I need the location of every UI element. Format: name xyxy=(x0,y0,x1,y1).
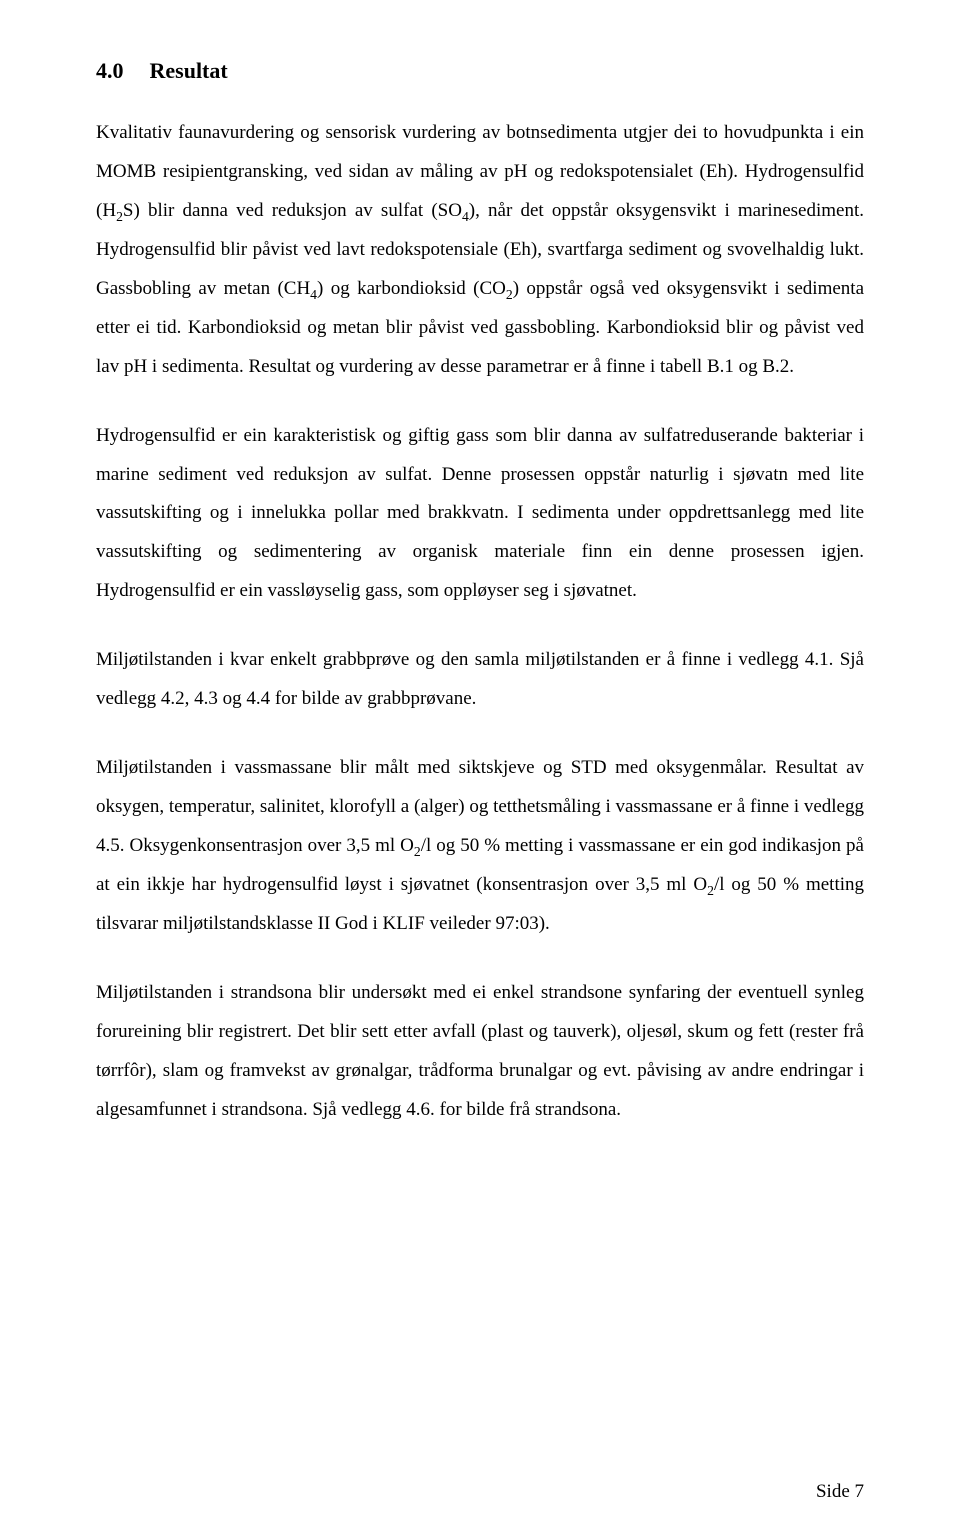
paragraph-5: Miljøtilstanden i strandsona blir unders… xyxy=(96,974,864,1130)
paragraph-3: Miljøtilstanden i kvar enkelt grabbprøve… xyxy=(96,641,864,719)
section-heading: 4.0 Resultat xyxy=(96,58,864,84)
subscript: 4 xyxy=(310,287,317,302)
subscript: 2 xyxy=(707,883,714,898)
section-title: Resultat xyxy=(150,58,228,83)
document-page: 4.0 Resultat Kvalitativ faunavurdering og… xyxy=(0,0,960,1537)
paragraph-2: Hydrogensulfid er ein karakteristisk og … xyxy=(96,417,864,612)
subscript: 4 xyxy=(462,209,469,224)
subscript: 2 xyxy=(506,287,513,302)
text-run: S) blir danna ved reduksjon av sulfat (S… xyxy=(123,200,462,221)
section-number: 4.0 xyxy=(96,58,124,84)
subscript: 2 xyxy=(116,209,123,224)
subscript: 2 xyxy=(414,844,421,859)
paragraph-1: Kvalitativ faunavurdering og sensorisk v… xyxy=(96,114,864,387)
paragraph-4: Miljøtilstanden i vassmassane blir målt … xyxy=(96,749,864,944)
text-run: ) og karbondioksid (CO xyxy=(317,278,506,299)
page-number: Side 7 xyxy=(816,1481,864,1503)
